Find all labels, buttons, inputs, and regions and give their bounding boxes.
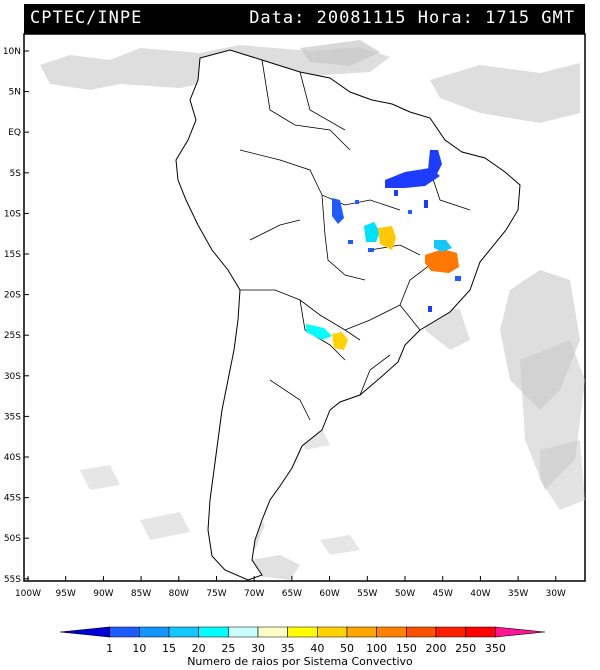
lon-label: 75W bbox=[206, 589, 226, 599]
legend-swatch bbox=[406, 626, 437, 638]
latitude-axis: 10N 5N EQ 5S 10S 15S 20S 25S 30S 35S 40S 45S 50S 55S bbox=[3, 47, 29, 585]
legend-swatch bbox=[168, 626, 199, 638]
lat-label: 20S bbox=[4, 291, 21, 301]
legend-swatch bbox=[465, 626, 496, 638]
legend-tick-label: 15 bbox=[162, 642, 176, 655]
legend-swatch bbox=[59, 626, 110, 638]
legend-swatch bbox=[287, 626, 318, 638]
lat-label: 45S bbox=[4, 494, 21, 504]
legend-swatch bbox=[435, 626, 466, 638]
legend-tick-label: 30 bbox=[251, 642, 265, 655]
lat-label: EQ bbox=[8, 128, 21, 138]
legend-title: Numero de raios por Sistema Convectivo bbox=[187, 655, 413, 668]
lon-label: 35W bbox=[508, 589, 528, 599]
legend-tick-label: 100 bbox=[366, 642, 387, 655]
legend-tick-label: 50 bbox=[340, 642, 354, 655]
legend-swatch bbox=[228, 626, 259, 638]
sc-centro-oeste bbox=[332, 198, 344, 224]
lon-label: 60W bbox=[319, 589, 339, 599]
lon-label: 30W bbox=[546, 589, 566, 599]
datetime-label: Data: 20081115 Hora: 1715 GMT bbox=[249, 8, 575, 28]
lon-label: 40W bbox=[470, 589, 490, 599]
lat-label: 35S bbox=[4, 412, 21, 422]
lat-label: 5S bbox=[10, 169, 22, 179]
lon-label: 90W bbox=[93, 589, 113, 599]
legend-tick-label: 1 bbox=[106, 642, 113, 655]
lon-label: 65W bbox=[282, 589, 302, 599]
sc-nordeste-2 bbox=[428, 150, 442, 176]
lat-label: 55S bbox=[4, 575, 21, 585]
legend-tick-label: 200 bbox=[426, 642, 447, 655]
legend-tick-label: 350 bbox=[485, 642, 506, 655]
sc-mato-grosso-2 bbox=[378, 226, 396, 250]
legend-swatch bbox=[376, 626, 407, 638]
lat-label: 10S bbox=[4, 209, 21, 219]
lon-label: 80W bbox=[169, 589, 189, 599]
map-header: CPTEC/INPE Data: 20081115 Hora: 1715 GMT bbox=[24, 4, 585, 34]
sc-paraguai-2 bbox=[332, 332, 348, 350]
legend-tick-label: 25 bbox=[221, 642, 235, 655]
lon-label: 95W bbox=[56, 589, 76, 599]
source-label: CPTEC/INPE bbox=[30, 8, 143, 28]
legend-tick-label: 40 bbox=[310, 642, 324, 655]
lat-label: 10N bbox=[3, 47, 21, 57]
lon-label: 50W bbox=[395, 589, 415, 599]
country-borders bbox=[239, 59, 471, 421]
sc-bahia-2 bbox=[434, 240, 452, 252]
legend-tick-label: 20 bbox=[192, 642, 206, 655]
lon-label: 85W bbox=[131, 589, 151, 599]
lat-label: 40S bbox=[4, 453, 21, 463]
sc-paraguai-1 bbox=[306, 324, 332, 340]
lat-label: 30S bbox=[4, 372, 21, 382]
lon-label: 45W bbox=[433, 589, 453, 599]
legend-swatch bbox=[139, 626, 170, 638]
legend-swatch bbox=[198, 626, 229, 638]
legend-swatch bbox=[317, 626, 348, 638]
lon-label: 55W bbox=[357, 589, 377, 599]
convective-systems bbox=[306, 150, 461, 350]
lat-label: 25S bbox=[4, 331, 21, 341]
legend-swatch bbox=[257, 626, 288, 638]
lat-label: 50S bbox=[4, 534, 21, 544]
sc-nordeste-1 bbox=[385, 168, 440, 188]
lat-label: 5N bbox=[9, 88, 21, 98]
legend-tick-label: 150 bbox=[396, 642, 417, 655]
sc-bahia-1 bbox=[425, 249, 459, 273]
sc-mato-grosso-1 bbox=[364, 222, 380, 242]
legend-swatch bbox=[346, 626, 377, 638]
legend-tick-label: 250 bbox=[455, 642, 476, 655]
legend-tick-label: 35 bbox=[281, 642, 295, 655]
legend-swatch bbox=[109, 626, 140, 638]
lat-label: 15S bbox=[4, 250, 21, 260]
color-legend: 1 10 15 20 25 30 35 40 50 100 150 200 250 350 bbox=[59, 626, 546, 655]
longitude-axis: 100W 95W 90W 85W 80W 75W 70W 65W 60W 55W 50W 45W 40W… bbox=[15, 576, 566, 599]
lon-label: 70W bbox=[244, 589, 264, 599]
lon-label: 100W bbox=[15, 589, 41, 599]
legend-swatch bbox=[495, 626, 546, 638]
legend-tick-label: 10 bbox=[132, 642, 146, 655]
